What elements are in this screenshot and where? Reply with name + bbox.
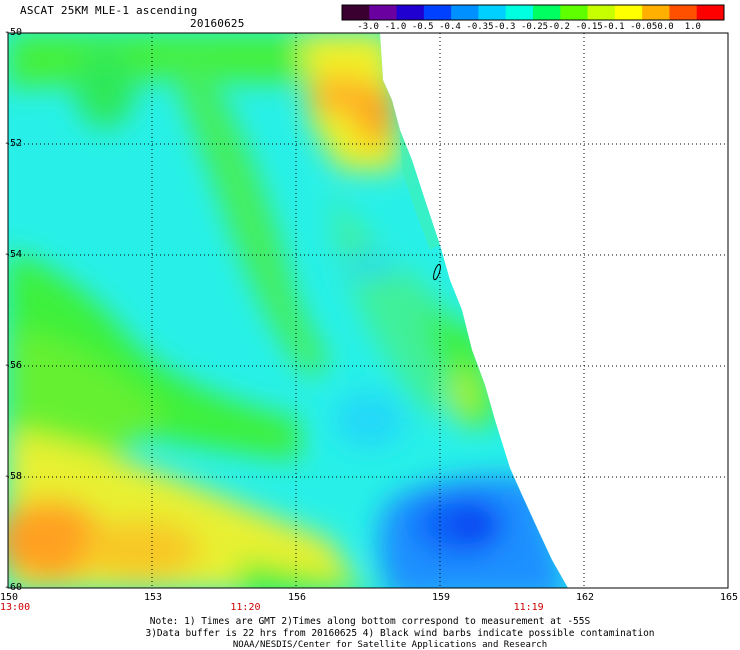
time-label: 11:19 <box>513 602 544 613</box>
lon-tick-label: 159 <box>432 592 451 603</box>
colorbar-swatch <box>342 5 370 20</box>
colorbar-label: -0.25 <box>521 22 549 32</box>
lon-tick-label: 162 <box>576 592 595 603</box>
colorbar-label: 1.0 <box>684 22 701 32</box>
colorbar-label: -0.35 <box>466 22 494 32</box>
note-line-3: NOAA/NESDIS/Center for Satellite Applica… <box>232 640 548 650</box>
colorbar-swatch <box>614 5 643 20</box>
colorbar-swatch <box>560 5 589 20</box>
product-date: 20160625 <box>190 17 245 30</box>
time-label: 13:00 <box>0 602 31 613</box>
colorbar-label: -3.0 <box>357 22 379 32</box>
colorbar-swatch <box>451 5 479 20</box>
wind-field <box>8 33 568 588</box>
colorbar-label: -1.0 <box>384 22 407 32</box>
lat-tick-label: -56 <box>4 360 23 371</box>
lat-tick-label: -54 <box>4 249 23 260</box>
colorbar-label: -0.15 <box>575 22 603 32</box>
map-frame <box>7 32 729 589</box>
colorbar-swatch <box>396 5 425 20</box>
lat-tick-label: -58 <box>4 471 23 482</box>
gridlines <box>8 33 728 588</box>
colorbar-swatch <box>642 5 670 20</box>
lat-tick-label: -60 <box>4 582 23 593</box>
colorbar-swatch <box>423 5 452 20</box>
colorbar-label: -0.4 <box>439 22 461 32</box>
colorbar-label: 0.0 <box>657 22 674 32</box>
colorbar-frame <box>341 4 725 21</box>
lon-tick-label: 150 <box>0 592 19 603</box>
lat-tick-label: -50 <box>4 27 23 38</box>
product-title: ASCAT 25KM MLE-1 ascending <box>20 4 198 17</box>
colorbar-swatch <box>587 5 616 20</box>
colorbar-swatch <box>478 5 507 20</box>
colorbar-swatch <box>369 5 398 20</box>
note-line-2: 3)Data buffer is 22 hrs from 20160625 4)… <box>145 628 655 639</box>
lon-tick-label: 165 <box>720 592 739 603</box>
note-line-1: Note: 1) Times are GMT 2)Times along bot… <box>149 616 591 627</box>
colorbar-label: -0.5 <box>411 22 434 32</box>
time-label: 11:20 <box>230 602 261 613</box>
lon-tick-label: 156 <box>288 592 307 603</box>
wind-barb <box>433 263 441 281</box>
lat-tick-label: -52 <box>4 138 23 149</box>
colorbar-label: -0.05 <box>630 22 658 32</box>
lon-tick-label: 153 <box>144 592 163 603</box>
colorbar-label: -0.3 <box>493 22 516 32</box>
colorbar-swatch <box>505 5 534 20</box>
colorbar-label: -0.2 <box>548 22 570 32</box>
colorbar-swatch <box>533 5 561 20</box>
colorbar-label: -0.1 <box>602 22 625 32</box>
colorbar-swatch <box>669 5 698 20</box>
colorbar <box>341 4 725 21</box>
colorbar-swatch <box>696 5 725 20</box>
